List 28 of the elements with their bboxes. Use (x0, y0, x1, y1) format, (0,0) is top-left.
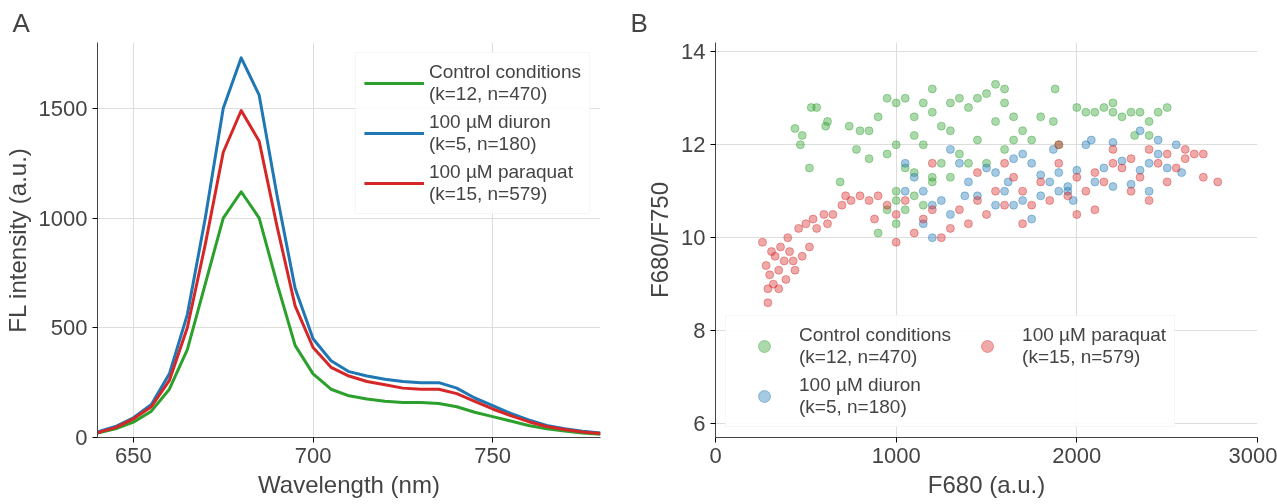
y-tick-label: 8 (693, 318, 706, 344)
legend-label: 100 µM paraquat (k=15, n=579) (428, 161, 573, 205)
y-tick-label: 10 (681, 225, 706, 251)
x-tick-label: 750 (474, 442, 512, 468)
legend-label: 100 µM paraquat (k=15, n=579) (1022, 324, 1167, 368)
x-tick-label: 0 (709, 442, 722, 468)
x-tick-label: 1000 (871, 442, 921, 468)
y-tick-label: 0 (75, 425, 88, 450)
x-tick-label: 650 (115, 442, 152, 468)
x-tick-label: 2000 (1052, 442, 1102, 468)
y-axis-title: F680/F750 (646, 181, 674, 299)
x-tick-label: 3000 (1228, 442, 1277, 468)
y-tick-label: 1000 (38, 205, 88, 231)
y-tick-label: 6 (693, 411, 706, 437)
chart-title: B (630, 7, 648, 38)
legend-label: Control conditions (k=12, n=470) (799, 324, 952, 368)
x-tick-label: 700 (294, 442, 332, 468)
y-tick-label: 1500 (38, 95, 88, 121)
legend-label: Control conditions (k=12, n=470) (428, 61, 581, 105)
legend-label: 100 µM diuron (k=5, n=180) (799, 374, 921, 418)
y-axis-title: FL intensity (a.u.) (3, 148, 31, 333)
y-tick-label: 500 (50, 315, 88, 341)
chart-title: A (12, 7, 31, 38)
x-axis-title: F680 (a.u.) (927, 470, 1046, 498)
y-tick-label: 14 (681, 39, 706, 65)
y-tick-label: 12 (681, 132, 706, 158)
x-axis-title: Wavelength (nm) (258, 470, 440, 498)
legend-label: 100 µM diuron (k=5, n=180) (428, 111, 551, 155)
